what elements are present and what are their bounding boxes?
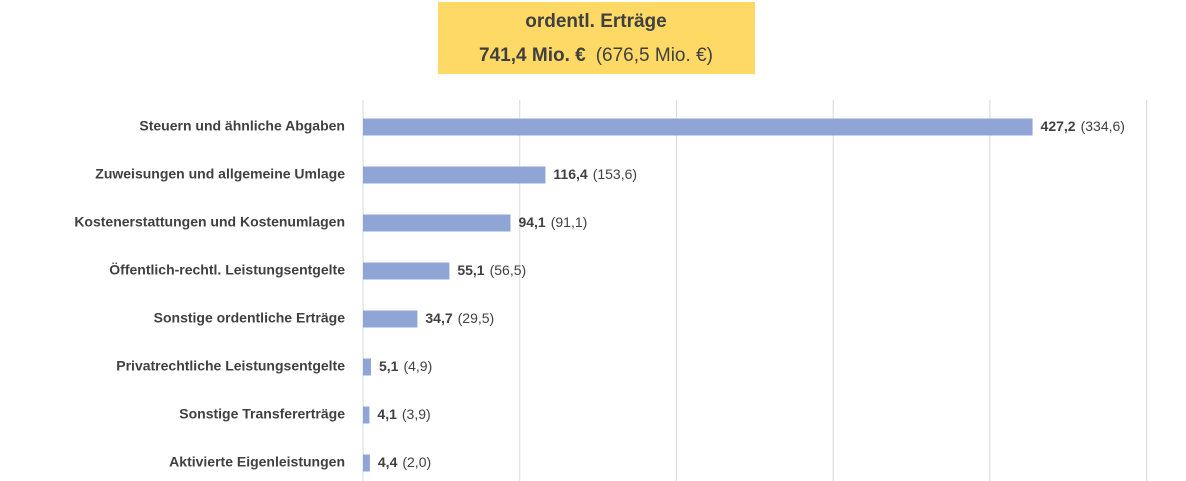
prior-total-label: (676,5 Mio. €) bbox=[596, 45, 713, 66]
subtitle: 741,4 Mio. € (676,5 Mio. €) bbox=[479, 45, 713, 66]
value: 427,2 bbox=[1041, 118, 1076, 134]
bar bbox=[363, 406, 370, 424]
category-label: Privatrechtliche Leistungsentgelte bbox=[116, 358, 345, 374]
value-label: 55,1 (56,5) bbox=[457, 262, 526, 278]
category-label: Öffentlich-rechtl. Leistungsentgelte bbox=[109, 262, 345, 278]
value-label: 94,1 (91,1) bbox=[518, 214, 587, 230]
bar bbox=[363, 310, 418, 328]
title-box bbox=[438, 2, 755, 74]
total-label: 741,4 Mio. € bbox=[479, 45, 586, 66]
value: 94,1 bbox=[518, 214, 545, 230]
prior-value: (91,1) bbox=[551, 214, 588, 230]
value: 34,7 bbox=[425, 310, 452, 326]
category-label: Kostenerstattungen und Kostenumlagen bbox=[74, 214, 345, 230]
bar bbox=[363, 262, 450, 280]
category-label: Sonstige ordentliche Erträge bbox=[154, 310, 346, 326]
value-label: 5,1 (4,9) bbox=[379, 358, 432, 374]
value-label: 4,1 (3,9) bbox=[377, 406, 430, 422]
bar bbox=[363, 454, 370, 472]
prior-value: (3,9) bbox=[402, 406, 431, 422]
category-label: Zuweisungen und allgemeine Umlage bbox=[95, 166, 345, 182]
prior-value: (2,0) bbox=[402, 454, 431, 470]
prior-value: (153,6) bbox=[593, 166, 637, 182]
bar bbox=[363, 214, 511, 232]
value: 55,1 bbox=[457, 262, 484, 278]
prior-value: (4,9) bbox=[403, 358, 432, 374]
value-label: 4,4 (2,0) bbox=[378, 454, 431, 470]
value-label: 34,7 (29,5) bbox=[425, 310, 494, 326]
value-label: 427,2 (334,6) bbox=[1041, 118, 1125, 134]
value: 4,4 bbox=[378, 454, 398, 470]
value: 116,4 bbox=[553, 166, 587, 182]
bar bbox=[363, 358, 371, 376]
value: 5,1 bbox=[379, 358, 399, 374]
category-label: Aktivierte Eigenleistungen bbox=[169, 454, 345, 470]
chart-title: ordentl. Erträge bbox=[525, 11, 666, 32]
prior-value: (334,6) bbox=[1081, 118, 1125, 134]
bar bbox=[363, 118, 1033, 136]
category-label: Steuern und ähnliche Abgaben bbox=[139, 118, 345, 134]
prior-value: (56,5) bbox=[490, 262, 527, 278]
value: 4,1 bbox=[377, 406, 397, 422]
prior-value: (29,5) bbox=[458, 310, 495, 326]
value-label: 116,4 (153,6) bbox=[553, 166, 637, 182]
category-label: Sonstige Transfererträge bbox=[179, 406, 345, 422]
bar bbox=[363, 166, 546, 184]
